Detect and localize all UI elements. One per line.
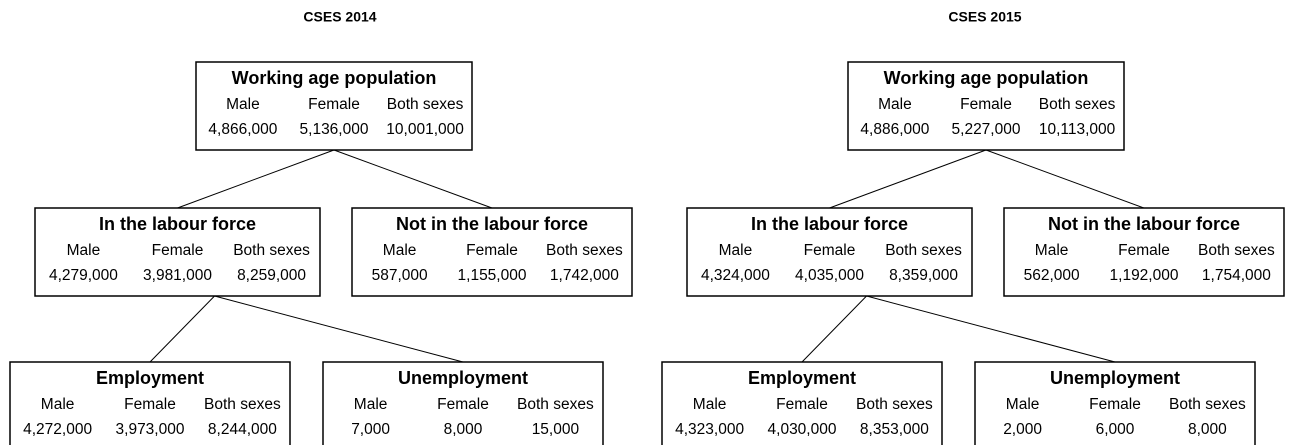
value: 3,973,000 bbox=[116, 421, 185, 438]
node-label: Employment bbox=[748, 368, 856, 388]
connector bbox=[333, 149, 493, 209]
node-label: Not in the labour force bbox=[396, 214, 588, 234]
node-label: Not in the labour force bbox=[1048, 214, 1240, 234]
connector bbox=[177, 149, 335, 209]
column-header: Male bbox=[1006, 396, 1040, 413]
node-box bbox=[195, 61, 473, 151]
value: 6,000 bbox=[1096, 421, 1135, 438]
node-label: Employment bbox=[96, 368, 204, 388]
column-header: Both sexes bbox=[1039, 96, 1116, 113]
value: 8,259,000 bbox=[237, 267, 306, 284]
column-header: Both sexes bbox=[233, 242, 310, 259]
value: 8,244,000 bbox=[208, 421, 277, 438]
node-label: Working age population bbox=[232, 68, 437, 88]
connector bbox=[149, 295, 215, 363]
value: 4,279,000 bbox=[49, 267, 118, 284]
value: 4,272,000 bbox=[23, 421, 92, 438]
column-header: Both sexes bbox=[856, 396, 933, 413]
column-header: Female bbox=[1089, 396, 1141, 413]
value: 4,324,000 bbox=[701, 267, 770, 284]
value: 5,227,000 bbox=[952, 121, 1021, 138]
connector bbox=[801, 295, 867, 363]
node-box bbox=[847, 61, 1125, 151]
value: 4,323,000 bbox=[675, 421, 744, 438]
column-header: Male bbox=[878, 96, 912, 113]
node-box bbox=[351, 207, 633, 297]
value: 1,754,000 bbox=[1202, 267, 1271, 284]
value: 4,866,000 bbox=[208, 121, 277, 138]
column-header: Both sexes bbox=[1198, 242, 1275, 259]
value: 10,113,000 bbox=[1039, 121, 1116, 138]
node-box bbox=[9, 361, 291, 445]
connector bbox=[985, 149, 1145, 209]
column-header: Female bbox=[960, 96, 1012, 113]
value: 1,742,000 bbox=[550, 267, 619, 284]
diagram-title: CSES 2015 bbox=[948, 9, 1021, 25]
node-box bbox=[686, 207, 973, 297]
value: 4,035,000 bbox=[795, 267, 864, 284]
column-header: Female bbox=[437, 396, 489, 413]
column-header: Female bbox=[124, 396, 176, 413]
column-header: Male bbox=[1035, 242, 1069, 259]
value: 2,000 bbox=[1003, 421, 1042, 438]
column-header: Female bbox=[1118, 242, 1170, 259]
column-header: Male bbox=[67, 242, 101, 259]
connector bbox=[829, 149, 987, 209]
column-header: Both sexes bbox=[387, 96, 464, 113]
column-header: Female bbox=[466, 242, 518, 259]
node-box bbox=[34, 207, 321, 297]
connector bbox=[214, 295, 464, 363]
column-header: Both sexes bbox=[204, 396, 281, 413]
column-header: Male bbox=[226, 96, 260, 113]
column-header: Both sexes bbox=[1169, 396, 1246, 413]
value: 10,001,000 bbox=[386, 121, 464, 138]
connector bbox=[866, 295, 1116, 363]
node-box bbox=[974, 361, 1256, 445]
node-box bbox=[322, 361, 604, 445]
column-header: Male bbox=[41, 396, 75, 413]
node-label: Unemployment bbox=[398, 368, 528, 388]
value: 4,886,000 bbox=[860, 121, 929, 138]
value: 7,000 bbox=[351, 421, 390, 438]
column-header: Female bbox=[308, 96, 360, 113]
node-label: Working age population bbox=[884, 68, 1089, 88]
value: 15,000 bbox=[532, 421, 580, 438]
column-header: Both sexes bbox=[517, 396, 594, 413]
column-header: Male bbox=[719, 242, 753, 259]
value: 4,030,000 bbox=[768, 421, 837, 438]
diagram-title: CSES 2014 bbox=[303, 9, 376, 25]
node-label: In the labour force bbox=[99, 214, 256, 234]
node-label: Unemployment bbox=[1050, 368, 1180, 388]
value: 562,000 bbox=[1024, 267, 1080, 284]
value: 587,000 bbox=[372, 267, 428, 284]
column-header: Male bbox=[693, 396, 727, 413]
value: 3,981,000 bbox=[143, 267, 212, 284]
node-box bbox=[1003, 207, 1285, 297]
column-header: Both sexes bbox=[885, 242, 962, 259]
value: 1,192,000 bbox=[1110, 267, 1179, 284]
node-box bbox=[661, 361, 943, 445]
value: 5,136,000 bbox=[300, 121, 369, 138]
column-header: Female bbox=[804, 242, 856, 259]
column-header: Both sexes bbox=[546, 242, 623, 259]
value: 1,155,000 bbox=[458, 267, 527, 284]
column-header: Female bbox=[152, 242, 204, 259]
column-header: Male bbox=[383, 242, 417, 259]
value: 8,359,000 bbox=[889, 267, 958, 284]
value: 8,000 bbox=[1188, 421, 1227, 438]
column-header: Female bbox=[776, 396, 828, 413]
value: 8,000 bbox=[444, 421, 483, 438]
value: 8,353,000 bbox=[860, 421, 929, 438]
node-label: In the labour force bbox=[751, 214, 908, 234]
column-header: Male bbox=[354, 396, 388, 413]
